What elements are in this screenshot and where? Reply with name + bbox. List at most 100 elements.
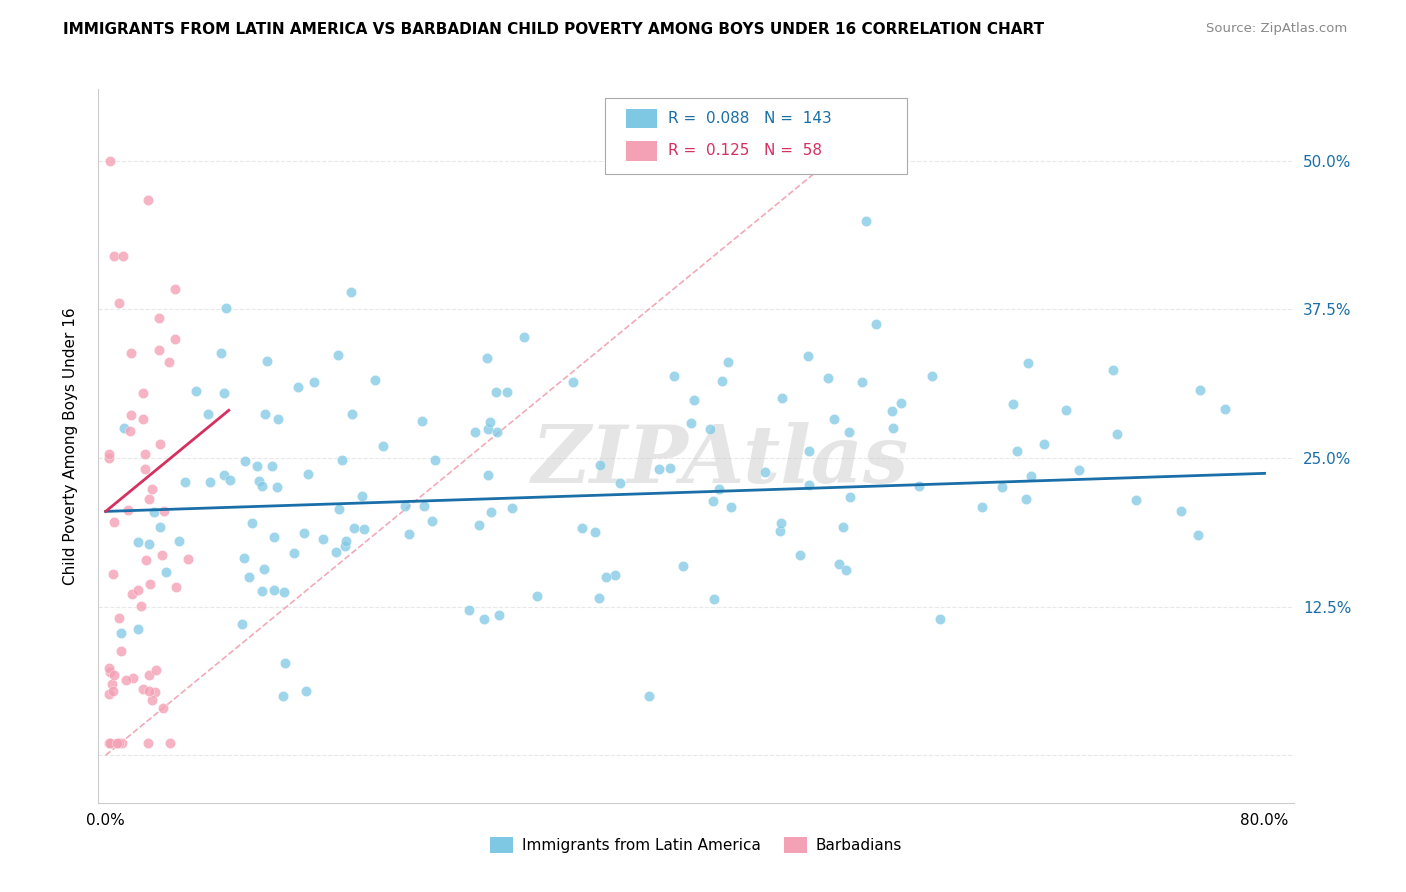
Point (479, 505, 502, 519)
Point (129, 599, 152, 613)
Point (177, 551, 200, 566)
Text: Source: ZipAtlas.com: Source: ZipAtlas.com (1206, 22, 1347, 36)
Point (1125, 492, 1147, 507)
Point (240, 516, 263, 530)
Point (105, 736, 128, 750)
Point (132, 681, 155, 696)
Point (134, 462, 156, 476)
Point (198, 475, 221, 490)
Point (127, 583, 149, 598)
Point (120, 424, 142, 438)
Point (231, 617, 253, 632)
Point (908, 479, 931, 493)
Point (769, 516, 792, 530)
Point (143, 505, 166, 519)
Point (110, 643, 132, 657)
Point (253, 561, 276, 575)
Point (274, 656, 297, 670)
Point (132, 386, 155, 401)
Point (302, 376, 325, 390)
Point (273, 689, 295, 703)
Point (169, 533, 191, 548)
Point (485, 384, 508, 399)
Point (865, 317, 887, 331)
Point (682, 393, 704, 408)
Point (921, 368, 943, 383)
Point (152, 701, 174, 715)
Y-axis label: Child Poverty Among Boys Under 16: Child Poverty Among Boys Under 16 (63, 307, 77, 585)
Point (588, 458, 610, 472)
Point (155, 565, 177, 579)
Point (595, 570, 617, 584)
Point (263, 530, 285, 544)
Point (855, 214, 877, 228)
Point (588, 591, 610, 606)
Point (165, 282, 187, 296)
Point (212, 468, 235, 483)
Point (215, 301, 238, 315)
Point (138, 683, 160, 698)
Point (107, 736, 129, 750)
Point (1170, 504, 1192, 518)
Point (832, 519, 855, 533)
Point (1054, 403, 1077, 417)
Point (98, 665, 121, 679)
Point (495, 384, 517, 399)
Point (770, 391, 793, 405)
Point (103, 667, 125, 681)
Point (882, 404, 904, 418)
Point (458, 603, 481, 617)
Point (295, 683, 318, 698)
Point (991, 480, 1014, 494)
Point (703, 591, 725, 606)
Point (110, 625, 132, 640)
Point (468, 518, 491, 533)
Point (148, 310, 170, 325)
Point (100, 677, 122, 691)
Point (583, 525, 606, 540)
Point (165, 580, 187, 594)
Point (501, 501, 523, 516)
Text: R =  0.125   N =  58: R = 0.125 N = 58 (668, 144, 823, 158)
Point (283, 546, 305, 560)
Point (153, 504, 176, 518)
Point (219, 473, 242, 487)
Point (145, 663, 167, 677)
Point (246, 458, 269, 473)
Point (150, 548, 173, 562)
Point (638, 689, 661, 703)
Point (477, 467, 499, 482)
Point (97, 447, 120, 461)
Point (325, 545, 347, 559)
Point (1017, 356, 1039, 370)
Point (174, 475, 197, 490)
Point (333, 539, 356, 553)
Point (112, 249, 135, 263)
Text: ZIPAtlas: ZIPAtlas (531, 422, 908, 499)
Point (287, 380, 309, 394)
Point (98, 687, 121, 701)
Point (120, 408, 142, 422)
Text: IMMIGRANTS FROM LATIN AMERICA VS BARBADIAN CHILD POVERTY AMONG BOYS UNDER 16 COR: IMMIGRANTS FROM LATIN AMERICA VS BARBADI… (63, 22, 1045, 37)
Point (128, 534, 150, 549)
Point (420, 514, 443, 528)
Point (486, 425, 509, 439)
Point (711, 374, 734, 388)
Point (122, 672, 145, 686)
Point (882, 420, 904, 434)
Point (297, 467, 319, 481)
Point (769, 524, 792, 538)
Point (254, 408, 277, 422)
Point (97, 736, 120, 750)
Point (326, 348, 349, 362)
Point (928, 612, 950, 626)
Point (789, 548, 811, 562)
Point (148, 343, 170, 357)
Point (138, 536, 160, 550)
Point (1001, 397, 1024, 411)
Point (112, 421, 135, 435)
Point (235, 453, 257, 467)
Point (250, 583, 273, 598)
Point (1187, 528, 1209, 542)
Point (120, 346, 142, 360)
